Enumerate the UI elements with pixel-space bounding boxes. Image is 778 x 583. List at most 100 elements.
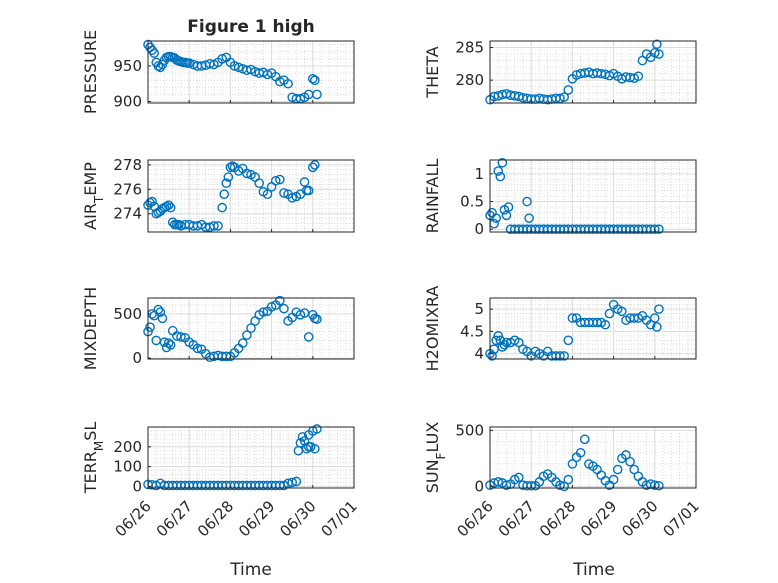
y-tick-label: 0.5: [460, 193, 484, 211]
y-tick-label: 900: [113, 93, 142, 111]
data-point: [219, 189, 230, 199]
y-tick-label: 0: [132, 349, 142, 367]
y-tick-label: 950: [113, 57, 142, 75]
axes-box: [147, 40, 355, 104]
data-point: [559, 481, 569, 492]
x-tick-label: 06/28: [536, 497, 579, 540]
data-point: [299, 177, 310, 187]
axes-box: [147, 159, 355, 233]
data-point: [225, 162, 236, 173]
data-point: [155, 62, 166, 73]
data-point: [559, 92, 569, 102]
y-tick-label: 276: [113, 180, 142, 198]
data-point: [608, 474, 619, 485]
data-point: [279, 303, 289, 314]
y-tick-label: 4: [474, 345, 484, 363]
axes-box: [147, 426, 355, 489]
data-point: [153, 61, 164, 71]
data-point: [163, 200, 174, 210]
x-tick-label: 06/29: [235, 497, 278, 540]
data-point: [283, 78, 293, 89]
y-axis-label: PRESSURE: [81, 30, 100, 114]
y-tick-label: 274: [113, 205, 142, 223]
data-point: [287, 477, 298, 488]
data-point: [526, 480, 537, 491]
data-point: [217, 54, 227, 64]
data-point: [563, 85, 574, 95]
y-axis-label: THETA: [423, 46, 442, 98]
data-point: [275, 295, 285, 306]
y-tick-label: 500: [455, 421, 484, 439]
data-point: [621, 450, 631, 460]
data-point: [524, 213, 534, 223]
data-point: [307, 162, 318, 173]
data-point: [270, 175, 281, 186]
axes-box: [489, 159, 697, 233]
data-point: [246, 323, 256, 333]
y-axis-label: AIRTEMP: [81, 162, 106, 230]
data-point: [254, 178, 265, 188]
subplot-rainfall: 0 0.5 1 RAINFALL: [423, 157, 697, 238]
data-point: [650, 47, 660, 58]
data-point: [303, 332, 314, 342]
data-point: [555, 480, 565, 491]
x-tick-label: 06/29: [577, 497, 620, 540]
data-point: [579, 434, 590, 445]
data-point: [145, 322, 155, 332]
data-point: [633, 71, 644, 82]
data-point: [209, 221, 219, 231]
data-point: [303, 185, 314, 196]
data-point: [192, 343, 203, 354]
y-tick-label: 500: [113, 305, 142, 323]
data-point: [176, 332, 186, 342]
subplot-theta: 280 285 THETA: [423, 39, 697, 105]
x-tick-label: 06/27: [495, 497, 538, 540]
data-point: [487, 351, 497, 361]
data-point: [303, 442, 314, 452]
subplot-mixdepth: 0 500 MIXDEPTH: [81, 287, 355, 370]
data-point: [501, 480, 512, 491]
data-point: [217, 202, 227, 213]
y-tick-label: 0: [474, 477, 484, 495]
data-point: [650, 313, 660, 323]
data-point: [604, 308, 615, 319]
data-point: [312, 89, 322, 100]
y-axis-label: RAINFALL: [423, 159, 442, 234]
data-point: [213, 221, 223, 231]
y-tick-label: 200: [113, 438, 142, 456]
data-point: [493, 166, 504, 176]
data-point: [233, 62, 244, 73]
data-point: [237, 338, 248, 348]
data-point: [493, 331, 504, 341]
x-tick-label: 07/01: [318, 497, 361, 540]
y-tick-label: 278: [113, 156, 142, 174]
data-point: [567, 313, 578, 323]
y-tick-label: 100: [113, 458, 142, 476]
y-axis-label: TERRMSL: [81, 422, 106, 495]
data-point: [155, 307, 166, 317]
data-point: [312, 424, 322, 434]
data-point: [227, 161, 238, 171]
data-point: [312, 314, 322, 325]
data-point: [310, 75, 320, 85]
axes-box: [489, 426, 697, 489]
axes-box: [147, 297, 355, 360]
subplot-h2omixra: 4 4.5 5 H2OMIXRA: [423, 286, 697, 371]
data-point: [223, 172, 234, 182]
y-tick-label: 5: [474, 300, 484, 318]
x-tick-label: 06/26: [112, 497, 155, 540]
data-point: [575, 447, 586, 458]
figure-title: Figure 1 high: [187, 17, 315, 37]
data-point: [262, 189, 273, 199]
data-point: [493, 477, 504, 487]
x-tick-label: 06/30: [276, 497, 319, 540]
y-tick-label: 0: [132, 477, 142, 495]
plot-area: [148, 298, 354, 359]
y-tick-label: 0: [474, 220, 484, 238]
data-point: [503, 202, 514, 212]
data-point: [654, 49, 664, 59]
data-point: [165, 340, 176, 350]
data-point: [555, 351, 565, 361]
data-point: [654, 304, 664, 314]
